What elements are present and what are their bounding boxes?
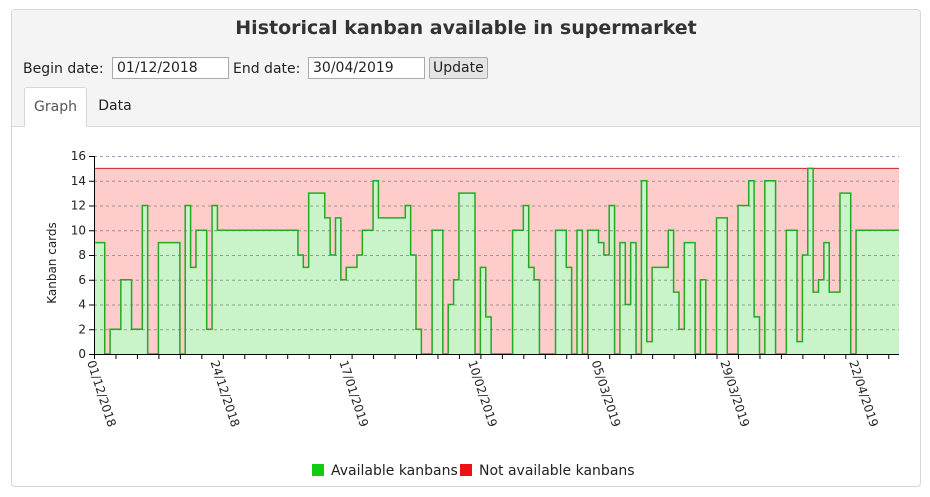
begin-date-input[interactable] [112, 57, 229, 79]
panel-header: Historical kanban available in supermark… [12, 10, 920, 127]
y-tick-label: 4 [78, 298, 86, 312]
kanban-chart: 0 2 4 6 8 10 12 14 16 01/12/2018 24/12/2018 17/01/2… [45, 149, 899, 429]
y-tick-label: 16 [71, 149, 86, 163]
legend-available-label: Available kanbans [331, 463, 458, 479]
end-date-input[interactable] [308, 57, 425, 79]
available-line [94, 167, 899, 355]
legend-not-available: Not available kanbans [460, 463, 635, 479]
x-tick-label: 22/04/2019 [846, 359, 881, 429]
x-tick-label: 24/12/2018 [208, 359, 243, 429]
y-tick-label: 6 [78, 273, 86, 287]
page-title: Historical kanban available in supermark… [235, 17, 697, 39]
y-tick-label: 2 [78, 322, 86, 336]
y-tick-label: 12 [71, 199, 86, 213]
x-tick-label: 01/12/2018 [84, 359, 119, 429]
tab-graph[interactable]: Graph [24, 87, 87, 127]
y-tick-label: 8 [78, 248, 86, 262]
y-axis-label: Kanban cards [45, 222, 59, 304]
legend-available: Available kanbans [312, 463, 458, 479]
legend-not-available-label: Not available kanbans [479, 463, 635, 479]
x-tick-label: 29/03/2019 [717, 359, 752, 429]
y-tick-label: 10 [71, 223, 86, 237]
tab-data[interactable]: Data [98, 98, 132, 114]
legend-available-swatch [312, 464, 324, 476]
x-tick-label: 17/01/2019 [336, 359, 371, 429]
y-tick-label: 0 [78, 347, 86, 361]
x-tick-label: 05/03/2019 [589, 359, 624, 429]
kanban-panel: Historical kanban available in supermark… [11, 9, 921, 487]
y-tick-label: 14 [71, 174, 86, 188]
end-date-label: End date: [233, 61, 301, 77]
legend-not-available-swatch [460, 464, 472, 476]
update-button[interactable]: Update [429, 57, 488, 79]
available-area [94, 168, 899, 354]
x-tick-label: 10/02/2019 [465, 359, 500, 429]
begin-date-label: Begin date: [23, 61, 104, 77]
